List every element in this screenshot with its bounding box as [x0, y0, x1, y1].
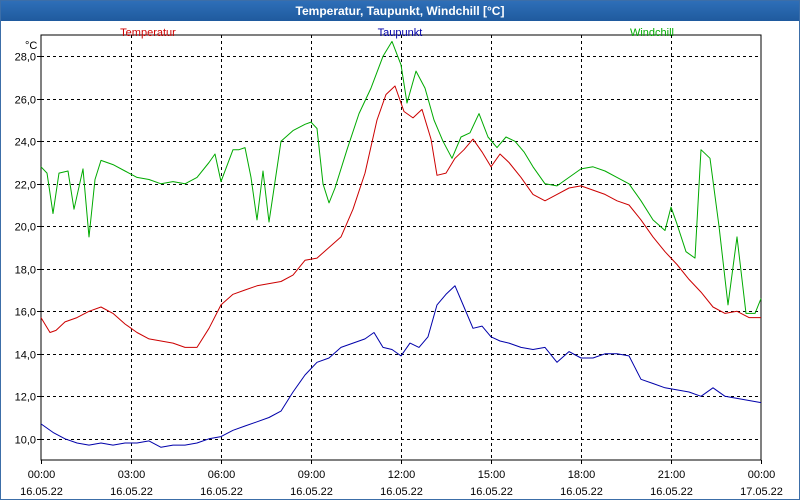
series-line-temperatur [40, 85, 761, 348]
legend-entry-taupunkt: Taupunkt [378, 27, 423, 39]
x-tick-label-time: 15:00 [478, 469, 506, 481]
y-tick-label: 28,0 [15, 52, 36, 64]
x-tick-label-date: 16.05.22 [200, 486, 243, 498]
series-lines [40, 40, 762, 448]
y-tick-label: 18,0 [15, 265, 36, 277]
y-axis-unit-label: °C [25, 40, 37, 52]
chart-title: Temperatur, Taupunkt, Windchill [°C] [1, 1, 799, 21]
y-tick-label: 26,0 [15, 95, 36, 107]
axes: 10,0 12,0 14,0 16,0 18,0 20,0 22,0 24,0 26,0 28,0… [15, 34, 783, 498]
x-tick-label-date: 16.05.22 [290, 486, 333, 498]
series-line-taupunkt [40, 285, 762, 448]
x-tick-label-time: 21:00 [658, 469, 686, 481]
x-tick-label-date: 16.05.22 [110, 486, 153, 498]
legend-entry-temperatur: Temperatur [120, 27, 176, 39]
series-line-windchill [40, 40, 762, 314]
y-tick-label: 14,0 [15, 350, 36, 362]
x-tick-label-date: 16.05.22 [380, 486, 423, 498]
x-tick-label-time: 09:00 [298, 469, 326, 481]
x-tick-label-time: 03:00 [118, 469, 146, 481]
x-tick-label-time: 06:00 [208, 469, 236, 481]
x-tick-label-time: 00:00 [748, 469, 776, 481]
y-tick-label: 22,0 [15, 180, 36, 192]
y-tick-label: 24,0 [15, 137, 36, 149]
x-tick-label-time: 18:00 [568, 469, 596, 481]
grid [41, 35, 761, 460]
x-tick-label-date: 16.05.22 [470, 486, 513, 498]
x-tick-label-time: 12:00 [388, 469, 416, 481]
x-tick-label-date: 16.05.22 [20, 486, 63, 498]
x-tick-label-time: 00:00 [28, 469, 56, 481]
y-tick-label: 20,0 [15, 222, 36, 234]
legend-entry-windchill: Windchill [630, 27, 674, 39]
x-tick-label-date: 17.05.22 [740, 486, 783, 498]
y-tick-label: 10,0 [15, 435, 36, 447]
x-tick-label-date: 16.05.22 [560, 486, 603, 498]
y-tick-label: 12,0 [15, 392, 36, 404]
x-tick-label-date: 16.05.22 [650, 486, 693, 498]
y-tick-label: 16,0 [15, 307, 36, 319]
legend: Temperatur Taupunkt Windchill [120, 27, 674, 39]
